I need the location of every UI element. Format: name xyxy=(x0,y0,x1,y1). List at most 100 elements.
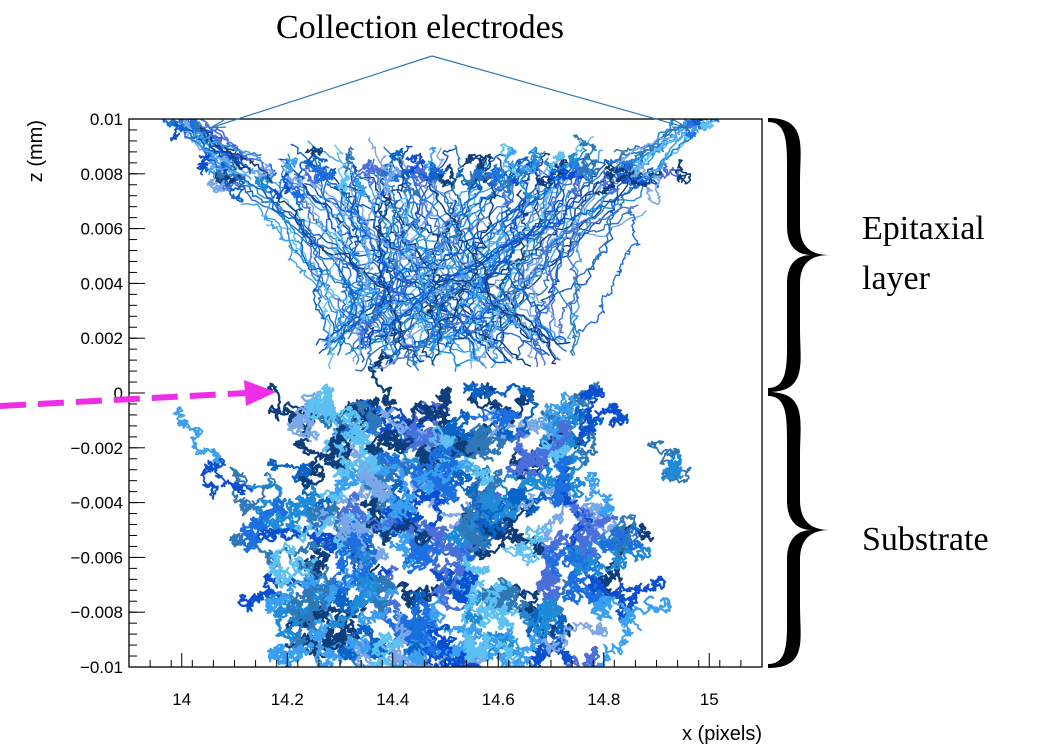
charge-trajectory xyxy=(442,182,567,344)
charge-trajectory xyxy=(273,479,321,528)
charge-trajectory xyxy=(439,651,467,667)
charge-trajectory xyxy=(615,128,681,165)
charge-trajectory xyxy=(360,163,607,344)
charge-trajectory xyxy=(356,461,393,503)
charge-trajectory xyxy=(535,567,561,615)
charge-trajectory xyxy=(243,163,275,180)
charge-trajectory xyxy=(376,176,429,335)
charge-trajectory xyxy=(348,174,374,340)
charge-trajectory xyxy=(336,623,389,661)
charge-trajectory xyxy=(163,119,177,126)
charge-trajectory xyxy=(435,408,491,446)
charge-trajectory xyxy=(519,597,562,638)
charge-trajectory xyxy=(314,612,369,667)
charge-trajectory xyxy=(307,140,562,340)
charge-trajectory xyxy=(268,541,318,589)
charge-trajectory xyxy=(294,212,420,372)
charge-trajectory xyxy=(336,171,351,192)
x-axis: 14 14.2 14.4 14.6 14.8 15 xyxy=(128,653,763,709)
charge-trajectory xyxy=(418,152,557,365)
charge-trajectory xyxy=(359,497,432,547)
charge-trajectory xyxy=(495,641,525,667)
charge-trajectory xyxy=(326,183,447,348)
electrode-arrows xyxy=(209,55,689,129)
charge-trajectory xyxy=(254,175,273,192)
charge-trajectory xyxy=(351,176,367,196)
charge-trajectory xyxy=(467,407,522,430)
charge-trajectory xyxy=(433,658,483,667)
charge-trajectory xyxy=(629,119,675,162)
y-tick-label: −0.01 xyxy=(80,658,123,677)
charge-trajectory xyxy=(428,425,494,487)
charge-trajectory xyxy=(372,174,391,345)
charge-trajectory xyxy=(385,205,574,366)
charge-trajectory xyxy=(448,464,506,520)
charge-trajectory xyxy=(298,154,328,180)
charge-trajectory xyxy=(603,171,639,189)
charge-trajectory xyxy=(548,165,570,189)
charge-trajectory xyxy=(461,153,494,173)
charge-trajectory xyxy=(590,595,673,625)
y-tick-label: −0.002 xyxy=(71,439,123,458)
substrate-brace xyxy=(768,392,830,668)
charge-trajectory xyxy=(392,204,639,365)
charge-trajectory xyxy=(244,190,480,363)
charge-trajectory xyxy=(438,163,457,189)
charge-trajectory xyxy=(499,143,521,177)
charge-trajectory xyxy=(613,128,678,153)
charge-trajectory xyxy=(575,209,641,335)
charge-trajectory xyxy=(315,180,600,346)
charge-trajectory xyxy=(412,459,474,496)
charge-trajectory xyxy=(364,182,552,350)
y-tick-label: 0.006 xyxy=(80,220,123,239)
charge-trajectory xyxy=(266,223,400,353)
charge-trajectory xyxy=(183,126,251,175)
y-tick-label: 0.002 xyxy=(80,329,123,348)
y-axis-title: z (mm) xyxy=(25,120,47,182)
charge-trajectory xyxy=(404,386,453,426)
charge-trajectory xyxy=(464,176,484,369)
charge-trajectory xyxy=(472,155,488,171)
substrate-label: Substrate xyxy=(862,521,989,558)
y-tick-label: 0.004 xyxy=(80,274,123,293)
y-tick-label: −0.008 xyxy=(71,603,123,622)
x-tick-label: 14 xyxy=(172,690,191,709)
charge-trajectory xyxy=(599,525,644,554)
charge-trajectory xyxy=(314,166,336,182)
charge-trajectory xyxy=(601,177,620,195)
charge-trajectory xyxy=(431,156,505,365)
charge-trajectory xyxy=(411,444,463,490)
charge-trajectory xyxy=(162,119,175,128)
y-tick-label: 0.008 xyxy=(80,165,123,184)
y-axis: 0.01 0.008 0.006 0.004 0.002 0 −0.002 −0.004 −0.… xyxy=(71,110,145,677)
charge-trajectory xyxy=(535,391,578,440)
interface-arrow xyxy=(0,380,276,409)
charge-trajectory xyxy=(243,180,369,332)
charge-trajectory xyxy=(464,520,545,561)
charge-trajectory xyxy=(264,574,337,642)
charge-trajectory xyxy=(304,157,330,174)
charge-trajectory xyxy=(578,384,629,438)
charge-trajectory xyxy=(229,173,246,203)
charge-trajectory xyxy=(537,170,557,189)
charge-trajectory xyxy=(331,159,606,344)
charge-trajectory xyxy=(405,154,426,174)
charge-trajectory xyxy=(528,146,546,170)
charge-trajectory xyxy=(175,119,192,132)
charge-trajectory xyxy=(370,179,646,345)
charge-trajectory xyxy=(604,159,627,174)
charge-trajectory xyxy=(464,422,493,457)
charge-trajectory xyxy=(198,129,262,160)
charge-trajectory xyxy=(329,555,378,596)
charge-trajectory xyxy=(275,193,425,363)
charge-trajectory xyxy=(317,183,537,337)
charge-trajectory xyxy=(343,146,356,173)
epitaxial-label-line2: layer xyxy=(862,260,931,297)
epitaxial-brace xyxy=(768,118,830,392)
charge-trajectory xyxy=(319,397,373,447)
x-axis-title: x (pixels) xyxy=(682,723,762,745)
charge-trajectory xyxy=(364,631,405,667)
charge-trajectory xyxy=(373,524,430,571)
x-tick-label: 14.8 xyxy=(587,690,620,709)
